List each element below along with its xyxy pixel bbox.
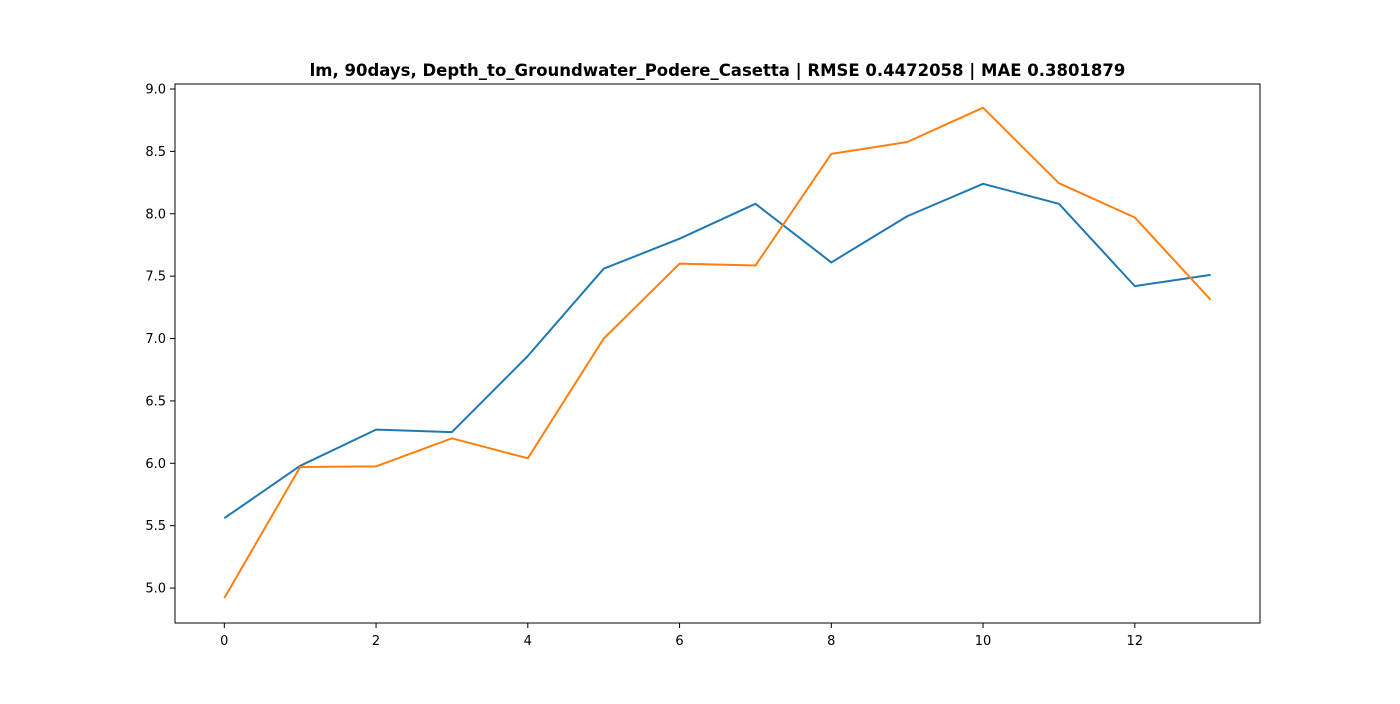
y-tick-label: 7.0 xyxy=(145,332,166,347)
x-tick-label: 8 xyxy=(827,634,835,649)
y-tick-label: 5.5 xyxy=(145,519,166,534)
y-tick-label: 7.5 xyxy=(145,270,166,285)
chart-title: lm, 90days, Depth_to_Groundwater_Podere_… xyxy=(310,61,1126,81)
y-tick-label: 6.0 xyxy=(145,457,166,472)
y-tick-label: 9.0 xyxy=(145,82,166,97)
x-tick-label: 10 xyxy=(975,634,992,649)
y-tick-label: 5.0 xyxy=(145,582,166,597)
x-tick-label: 4 xyxy=(524,634,532,649)
x-tick-label: 12 xyxy=(1127,634,1144,649)
plot-area: 0 2 4 6 8 10 12 5.0 5.5 6.0 6.5 7.0 7.5 8.0 8.5 9.0 xyxy=(145,82,1261,649)
x-tick-label: 2 xyxy=(372,634,380,649)
x-tick-label: 6 xyxy=(675,634,683,649)
plot-frame xyxy=(174,83,1261,624)
y-tick-label: 6.5 xyxy=(145,394,166,409)
x-tick-label: 0 xyxy=(220,634,228,649)
y-tick-label: 8.0 xyxy=(145,207,166,222)
y-tick-label: 8.5 xyxy=(145,145,166,160)
series-line-2 xyxy=(223,106,1212,599)
series-line-1 xyxy=(223,182,1211,520)
